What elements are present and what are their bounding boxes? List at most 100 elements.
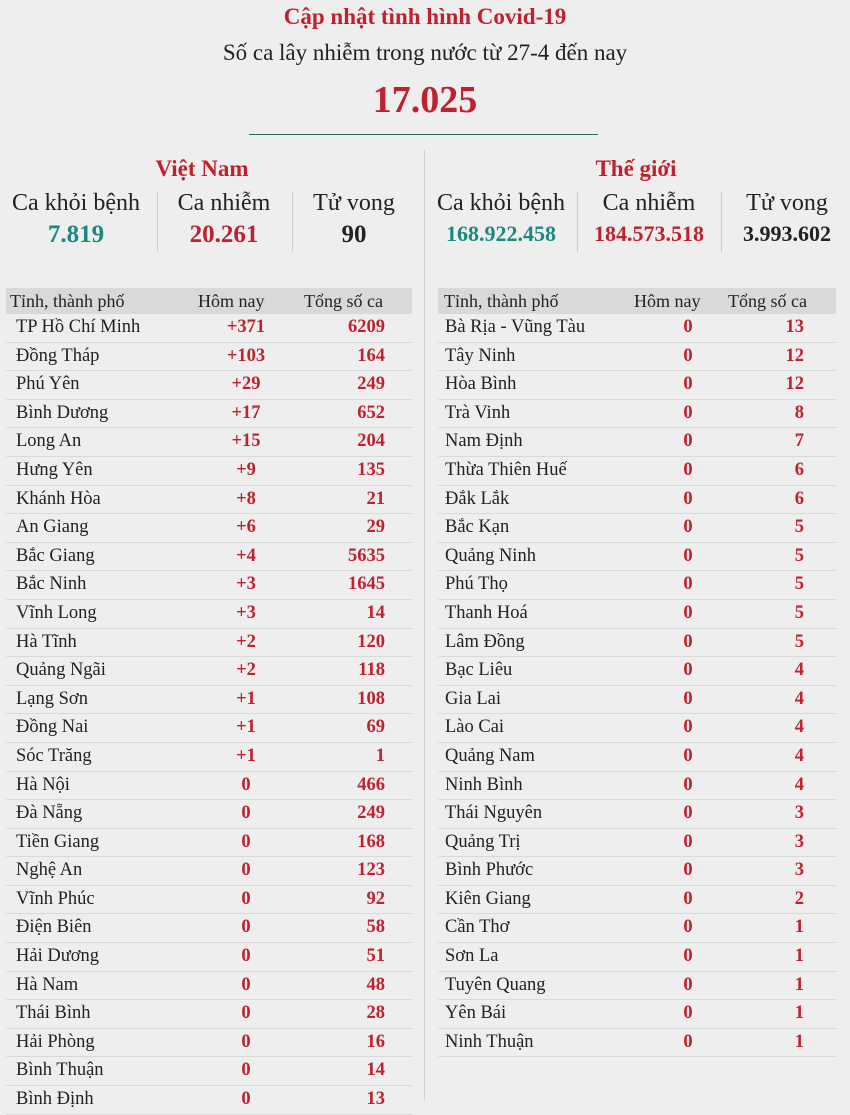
- total-cases-cell: 14: [366, 1060, 386, 1081]
- column-header-today: Hôm nay: [198, 291, 265, 311]
- table-body: Bà Rịa - Vũng Tàu 0 13 Tây Ninh 0 12 Hòa Bình 0…: [438, 314, 836, 1058]
- province-name: Tây Ninh: [445, 345, 516, 366]
- today-cases: 0: [683, 602, 693, 623]
- vietnam-infected-label: Ca nhiễm: [177, 190, 271, 216]
- province-name: Bình Phước: [445, 860, 534, 881]
- table-row: Thái Bình 0 28: [6, 1000, 412, 1029]
- table-row: Bình Phước 0 3: [438, 857, 836, 886]
- province-name: Đồng Nai: [16, 717, 89, 738]
- province-name: Bạc Liêu: [445, 660, 513, 681]
- table-row: Quảng Trị 0 3: [438, 829, 836, 858]
- table-row: Tiền Giang 0 168: [6, 829, 412, 858]
- total-cases-cell: 4: [794, 688, 804, 709]
- vietnam-recovered-stat: Ca khỏi bệnh 7.819: [0, 190, 152, 249]
- total-cases-cell: 7: [794, 431, 804, 452]
- province-name: Bình Thuận: [16, 1060, 104, 1081]
- today-cases: 0: [683, 631, 693, 652]
- table-row: Hà Tĩnh +2 120: [6, 629, 412, 658]
- today-cases: 0: [241, 888, 251, 909]
- today-cases: +3: [236, 574, 256, 595]
- province-name: Điện Biên: [16, 917, 92, 938]
- table-row: Vĩnh Phúc 0 92: [6, 886, 412, 915]
- province-name: Quảng Nam: [445, 745, 535, 766]
- province-name: Hải Phòng: [16, 1031, 95, 1052]
- province-name: Quảng Ngãi: [16, 660, 106, 681]
- province-name: Hòa Bình: [445, 374, 517, 395]
- table-row: TP Hồ Chí Minh +371 6209: [6, 314, 412, 343]
- today-cases: 0: [683, 860, 693, 881]
- today-cases: 0: [241, 803, 251, 824]
- province-name: Gia Lai: [445, 688, 501, 709]
- world-infected-value: 184.573.518: [594, 221, 704, 246]
- total-cases-cell: 12: [785, 374, 805, 395]
- table-row: Thanh Hoá 0 5: [438, 600, 836, 629]
- province-name: Bắc Ninh: [16, 574, 87, 595]
- today-cases: 0: [683, 831, 693, 852]
- province-name: Thái Bình: [16, 1003, 91, 1024]
- today-cases: 0: [683, 545, 693, 566]
- province-name: Bình Dương: [16, 402, 109, 423]
- table-row: Ninh Bình 0 4: [438, 772, 836, 801]
- today-cases: 0: [683, 774, 693, 795]
- total-cases-cell: 6: [794, 488, 804, 509]
- table-header: Tỉnh, thành phố Hôm nay Tổng số ca: [6, 288, 412, 314]
- table-row: Cần Thơ 0 1: [438, 914, 836, 944]
- table-row: Tuyên Quang 0 1: [438, 972, 836, 1001]
- table-row: Bắc Ninh +3 1645: [6, 571, 412, 600]
- table-row: Quảng Ngãi +2 118: [6, 657, 412, 686]
- total-cases-cell: 164: [357, 345, 385, 366]
- province-name: Ninh Bình: [445, 774, 523, 795]
- province-name: Tiền Giang: [16, 831, 100, 852]
- total-cases-cell: 1: [794, 946, 804, 967]
- table-row: Hưng Yên +9 135: [6, 457, 412, 486]
- stat-divider: [157, 192, 158, 252]
- total-cases: 17.025: [372, 79, 478, 121]
- table-row: Ninh Thuận 0 1: [438, 1029, 836, 1058]
- total-cases-cell: 28: [366, 1003, 386, 1024]
- province-name: Quảng Ninh: [445, 545, 536, 566]
- page-subtitle: Số ca lây nhiễm trong nước từ 27-4 đến n…: [222, 40, 628, 65]
- table-row: Sơn La 0 1: [438, 943, 836, 972]
- today-cases: +2: [236, 631, 256, 652]
- total-cases-cell: 1645: [348, 574, 385, 595]
- total-cases-cell: 58: [366, 917, 386, 938]
- world-recovered-stat: Ca khỏi bệnh 168.922.458: [427, 190, 575, 247]
- total-cases-cell: 135: [357, 459, 385, 480]
- today-cases: 0: [241, 917, 251, 938]
- today-cases: 0: [241, 1031, 251, 1052]
- province-name: Sóc Trăng: [16, 745, 92, 766]
- today-cases: 0: [683, 660, 693, 681]
- vietnam-deaths-label: Tử vong: [313, 190, 395, 216]
- today-cases: +1: [236, 745, 256, 766]
- today-cases: 0: [683, 374, 693, 395]
- province-table-right: Tỉnh, thành phố Hôm nay Tổng số ca Bà Rị…: [438, 288, 836, 1058]
- table-row: Phú Yên +29 249: [6, 371, 412, 400]
- total-cases-cell: 4: [794, 745, 804, 766]
- table-row: Đắk Lắk 0 6: [438, 486, 836, 515]
- table-row: Vĩnh Long +3 14: [6, 600, 412, 629]
- total-cases-cell: 249: [357, 374, 385, 395]
- total-cases-cell: 168: [357, 831, 385, 852]
- total-cases-cell: 1: [375, 745, 385, 766]
- table-row: Sóc Trăng +1 1: [6, 743, 412, 772]
- table-row: Lâm Đồng 0 5: [438, 629, 836, 658]
- total-cases-cell: 466: [357, 774, 385, 795]
- province-name: Long An: [16, 431, 82, 452]
- total-cases-cell: 13: [366, 1089, 386, 1110]
- table-row: Thái Nguyên 0 3: [438, 800, 836, 829]
- stat-divider: [721, 192, 722, 252]
- province-name: Lâm Đồng: [445, 631, 525, 652]
- today-cases: 0: [241, 860, 251, 881]
- total-cases-cell: 249: [357, 803, 385, 824]
- province-name: Vĩnh Phúc: [16, 888, 95, 909]
- stat-divider: [577, 192, 578, 252]
- total-cases-cell: 3: [794, 860, 804, 881]
- table-row: Lạng Sơn +1 108: [6, 686, 412, 715]
- province-name: Ninh Thuận: [445, 1031, 534, 1052]
- total-cases-cell: 5: [794, 517, 804, 538]
- total-cases-cell: 5635: [348, 545, 385, 566]
- table-row: Bình Định 0 13: [6, 1086, 412, 1115]
- total-cases-cell: 8: [794, 402, 804, 423]
- today-cases: 0: [241, 946, 251, 967]
- table-row: Yên Bái 0 1: [438, 1000, 836, 1029]
